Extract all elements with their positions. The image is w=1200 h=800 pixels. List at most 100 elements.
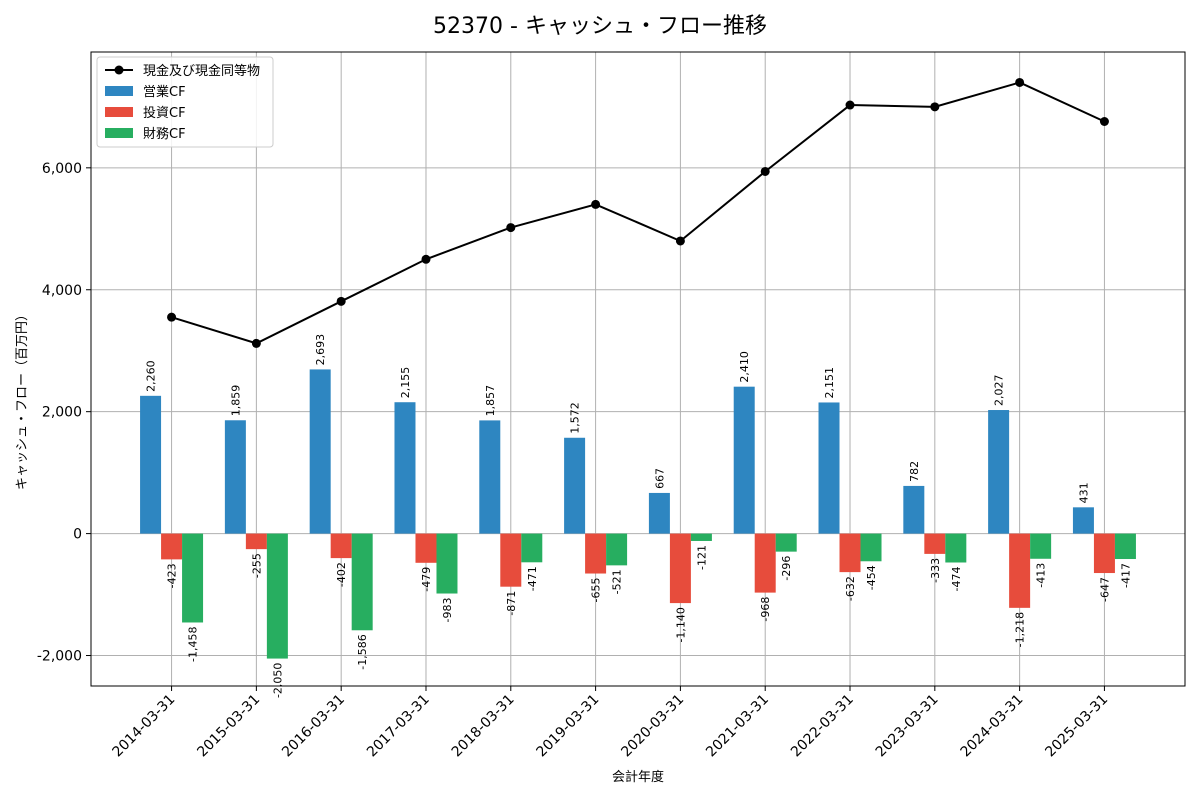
y-axis-label: キャッシュ・フロー（百万円） bbox=[15, 308, 30, 490]
bar bbox=[988, 410, 1010, 534]
bar-value-label: 2,151 bbox=[823, 367, 836, 399]
bar bbox=[266, 533, 288, 659]
y-tick-label: 6,000 bbox=[42, 161, 82, 177]
legend-marker bbox=[114, 65, 124, 75]
bar bbox=[754, 533, 776, 593]
cash-point bbox=[1015, 77, 1025, 87]
bar bbox=[839, 533, 861, 573]
bar-value-label: 2,260 bbox=[145, 360, 158, 392]
y-tick-label: 2,000 bbox=[42, 405, 82, 421]
x-tick-label: 2014-03-31 bbox=[110, 692, 179, 761]
bar bbox=[245, 533, 267, 550]
bar-value-label: -632 bbox=[844, 576, 857, 601]
legend-swatch bbox=[105, 128, 133, 138]
bar-value-label: -479 bbox=[420, 567, 433, 592]
y-tick-label: 0 bbox=[73, 527, 82, 543]
legend-entry-label: 財務CF bbox=[143, 127, 186, 142]
plot-frame bbox=[90, 51, 1186, 687]
bar-series bbox=[140, 369, 1136, 659]
line-series bbox=[167, 77, 1109, 348]
x-tick-label: 2025-03-31 bbox=[1042, 692, 1111, 761]
bar bbox=[415, 533, 437, 563]
bar bbox=[733, 386, 755, 534]
bar-value-label: -402 bbox=[335, 562, 348, 587]
x-tick-label: 2020-03-31 bbox=[618, 692, 687, 761]
bar bbox=[309, 369, 331, 534]
bar bbox=[690, 533, 712, 541]
cash-point bbox=[930, 102, 940, 112]
cash-point bbox=[760, 166, 770, 176]
bar-value-label: -655 bbox=[590, 578, 603, 603]
x-tick-label: 2019-03-31 bbox=[534, 692, 603, 761]
bar bbox=[224, 420, 246, 534]
x-tick-label: 2021-03-31 bbox=[703, 692, 772, 761]
bar bbox=[140, 395, 162, 534]
bar-value-label: 2,693 bbox=[314, 334, 327, 366]
cash-point bbox=[1099, 116, 1109, 126]
chart-title: 52370 - キャッシュ・フロー推移 bbox=[433, 14, 767, 39]
bar bbox=[945, 533, 967, 563]
bar-value-label: -296 bbox=[780, 556, 793, 581]
bar bbox=[479, 420, 501, 534]
bar-value-label: -255 bbox=[250, 553, 263, 578]
cash-point bbox=[336, 296, 346, 306]
bar-value-label: -521 bbox=[611, 569, 624, 594]
bar bbox=[436, 533, 458, 594]
bar-value-label: -1,458 bbox=[187, 626, 200, 661]
bar-value-label: -647 bbox=[1098, 577, 1111, 602]
data-labels: 2,260 1,859 2,693 2,155 1,857 1,572 667 2,410 2,… bbox=[145, 334, 1133, 698]
bar bbox=[1009, 533, 1031, 608]
cash-point bbox=[591, 199, 601, 209]
bar bbox=[351, 533, 373, 631]
bar-value-label: -1,140 bbox=[674, 607, 687, 642]
y-tick-label: 4,000 bbox=[42, 283, 82, 299]
bar bbox=[903, 485, 925, 534]
cash-point bbox=[506, 223, 516, 233]
x-tick-label: 2017-03-31 bbox=[364, 692, 433, 761]
bar bbox=[394, 402, 416, 534]
bar-value-label: -417 bbox=[1119, 563, 1132, 588]
bar bbox=[1030, 533, 1052, 559]
bar bbox=[1093, 533, 1115, 574]
bar-value-label: -1,218 bbox=[1014, 612, 1027, 647]
bar bbox=[648, 492, 670, 534]
bar bbox=[161, 533, 183, 560]
bar bbox=[1072, 507, 1094, 534]
legend-entry-label: 営業CF bbox=[143, 84, 186, 100]
cash-point bbox=[845, 100, 855, 110]
cash-point bbox=[421, 254, 431, 264]
bar-value-label: -871 bbox=[505, 591, 518, 616]
bar bbox=[606, 533, 628, 566]
bar bbox=[1114, 533, 1136, 560]
bar-value-label: 2,410 bbox=[738, 351, 751, 383]
bar-value-label: 782 bbox=[908, 461, 921, 482]
bar-value-label: 1,857 bbox=[484, 385, 497, 417]
y-tick-label: -2,000 bbox=[37, 649, 82, 665]
legend-swatch bbox=[105, 86, 133, 96]
x-tick-label: 2023-03-31 bbox=[873, 692, 942, 761]
bar-value-label: 1,859 bbox=[229, 385, 242, 417]
bar-value-label: 2,155 bbox=[399, 367, 412, 399]
bar bbox=[585, 533, 607, 574]
bar bbox=[669, 533, 691, 604]
cash-point bbox=[167, 312, 177, 322]
bar bbox=[564, 437, 586, 534]
bar-value-label: 1,572 bbox=[569, 402, 582, 434]
bar-value-label: -2,050 bbox=[271, 663, 284, 698]
bar-value-label: -454 bbox=[865, 565, 878, 590]
bar bbox=[182, 533, 204, 623]
bar-value-label: -413 bbox=[1035, 563, 1048, 588]
bar-value-label: 667 bbox=[653, 468, 666, 489]
bar bbox=[500, 533, 522, 587]
bar bbox=[521, 533, 543, 563]
bar-value-label: 431 bbox=[1077, 482, 1090, 503]
cash-line bbox=[171, 81, 1105, 345]
x-tick-label: 2018-03-31 bbox=[449, 692, 518, 761]
x-tick-label: 2015-03-31 bbox=[194, 692, 263, 761]
legend-entry-label: 現金及び現金同等物 bbox=[143, 63, 260, 79]
legend-entry-label: 投資CF bbox=[143, 105, 186, 121]
bar bbox=[330, 533, 352, 559]
legend-swatch bbox=[105, 107, 133, 117]
